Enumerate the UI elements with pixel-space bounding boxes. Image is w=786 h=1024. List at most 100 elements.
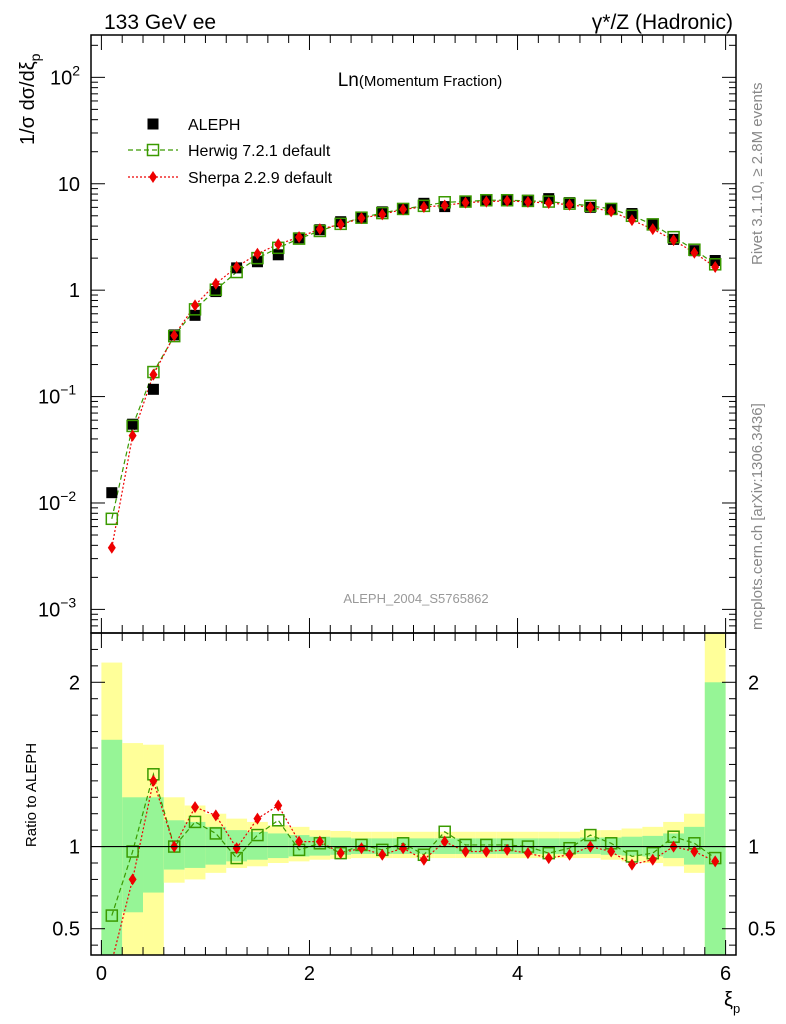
tick-base: 10 [50,67,72,89]
sherpa-marker [191,801,200,814]
band-inner-bin [704,682,726,955]
ratio-xtick-label: 0 [96,963,107,985]
tick-base: 10 [38,493,60,515]
sherpa-marker [211,277,220,290]
sherpa-marker [315,223,324,236]
analysis-id: ALEPH_2004_S5765862 [343,591,488,606]
sherpa-marker [544,852,553,865]
ratio-frame [90,632,737,956]
sherpa-marker [586,201,595,214]
sherpa-marker [128,873,137,886]
sherpa-marker [336,218,345,231]
sherpa-marker [211,809,220,822]
sherpa-marker [295,231,304,244]
ratio-ytick-label-right: 2 [748,672,759,694]
tick-base: 1 [69,280,80,302]
legend-label: ALEPH [188,117,240,134]
band-inner-bin [247,831,268,860]
aleph-marker [709,255,721,267]
svg-text:Ln(Momentum Fraction): Ln(Momentum Fraction) [338,70,503,91]
sherpa-marker [607,845,616,858]
herwig-marker [105,909,119,922]
sherpa-marker [149,171,157,183]
tick-base: 10 [38,599,60,621]
herwig-marker [146,143,160,157]
sherpa-marker [295,835,304,848]
sherpa-marker [399,842,408,855]
sherpa-marker [440,199,449,212]
aleph-marker [147,383,159,395]
ratio-ytick-label-right: 0.5 [748,919,776,941]
main-line-herwig [111,199,716,519]
herwig-marker [105,512,119,526]
sherpa-marker [419,853,428,866]
herwig-marker [272,814,285,827]
tick-exponent: 2 [72,62,80,78]
plot-title: Ln(Momentum Fraction) [338,70,503,91]
sherpa-marker [523,847,532,860]
herwig-marker [209,827,223,840]
title-ln: Ln [338,70,359,91]
sherpa-marker [461,196,470,209]
title-rest: (Momentum Fraction) [359,73,502,90]
sherpa-marker [253,812,262,825]
sherpa-marker [565,198,574,211]
aleph-marker [251,256,263,268]
sherpa-marker [357,842,366,855]
sherpa-marker [191,299,200,312]
main-ytick-label: 10−2 [38,488,76,515]
ratio-line-herwig [111,772,716,916]
sherpa-marker [565,848,574,861]
band-inner-bin [122,797,144,913]
main-ylabel: 1/σ dσ/dξp [17,53,43,145]
sherpa-marker [690,246,699,259]
sherpa-marker [503,194,512,207]
sherpa-marker [232,842,241,855]
tick-exponent: −1 [60,382,76,398]
header-right: γ*/Z (Hadronic) [592,11,733,34]
main-ytick-label: 10 [58,174,80,196]
sherpa-marker [461,845,470,858]
sherpa-marker [399,203,408,216]
ratio-xlabel: ξp [724,989,740,1016]
sherpa-marker [315,835,324,848]
data-markers [105,193,722,922]
aleph-marker [106,487,118,499]
sherpa-marker [357,212,366,225]
sherpa-marker [544,196,553,209]
band-inner-bin [205,826,227,865]
main-ytick-label: 102 [50,62,80,89]
ratio-ytick-label: 0.5 [52,919,80,941]
main-ytick-label: 1 [69,280,80,302]
main-line-sherpa [111,200,716,548]
sherpa-marker [690,845,699,858]
sherpa-marker [711,855,720,868]
sherpa-marker [669,234,678,247]
ratio-ytick-label-right: 1 [748,837,759,859]
sherpa-marker [149,368,158,381]
sherpa-marker [378,208,387,221]
band-inner-bin [101,739,123,955]
ratio-ytick-label: 1 [69,837,80,859]
sherpa-marker [627,858,636,871]
tick-exponent: −2 [60,488,76,504]
sherpa-marker [648,223,657,236]
ratio-ytick-label: 2 [69,672,80,694]
sherpa-marker [170,329,179,342]
herwig-marker [251,828,264,842]
aleph-marker [127,418,139,430]
band-inner-bin [184,821,206,868]
sherpa-marker [627,214,636,227]
rivet-info: Rivet 3.1.10, ≥ 2.8M events [749,83,766,266]
sherpa-marker [648,853,657,866]
herwig-marker [188,815,202,829]
band-inner-bin [143,797,164,893]
legend-label: Herwig 7.2.1 default [188,143,331,160]
header-left: 133 GeV ee [104,11,216,34]
ylabel-sub: p [27,53,43,61]
legend: ALEPH Herwig 7.2.1 default Sherpa 2.2.9 de… [128,117,333,187]
legend-label: Sherpa 2.2.9 default [188,170,333,187]
sherpa-marker [149,774,158,787]
aleph-marker [147,118,159,130]
